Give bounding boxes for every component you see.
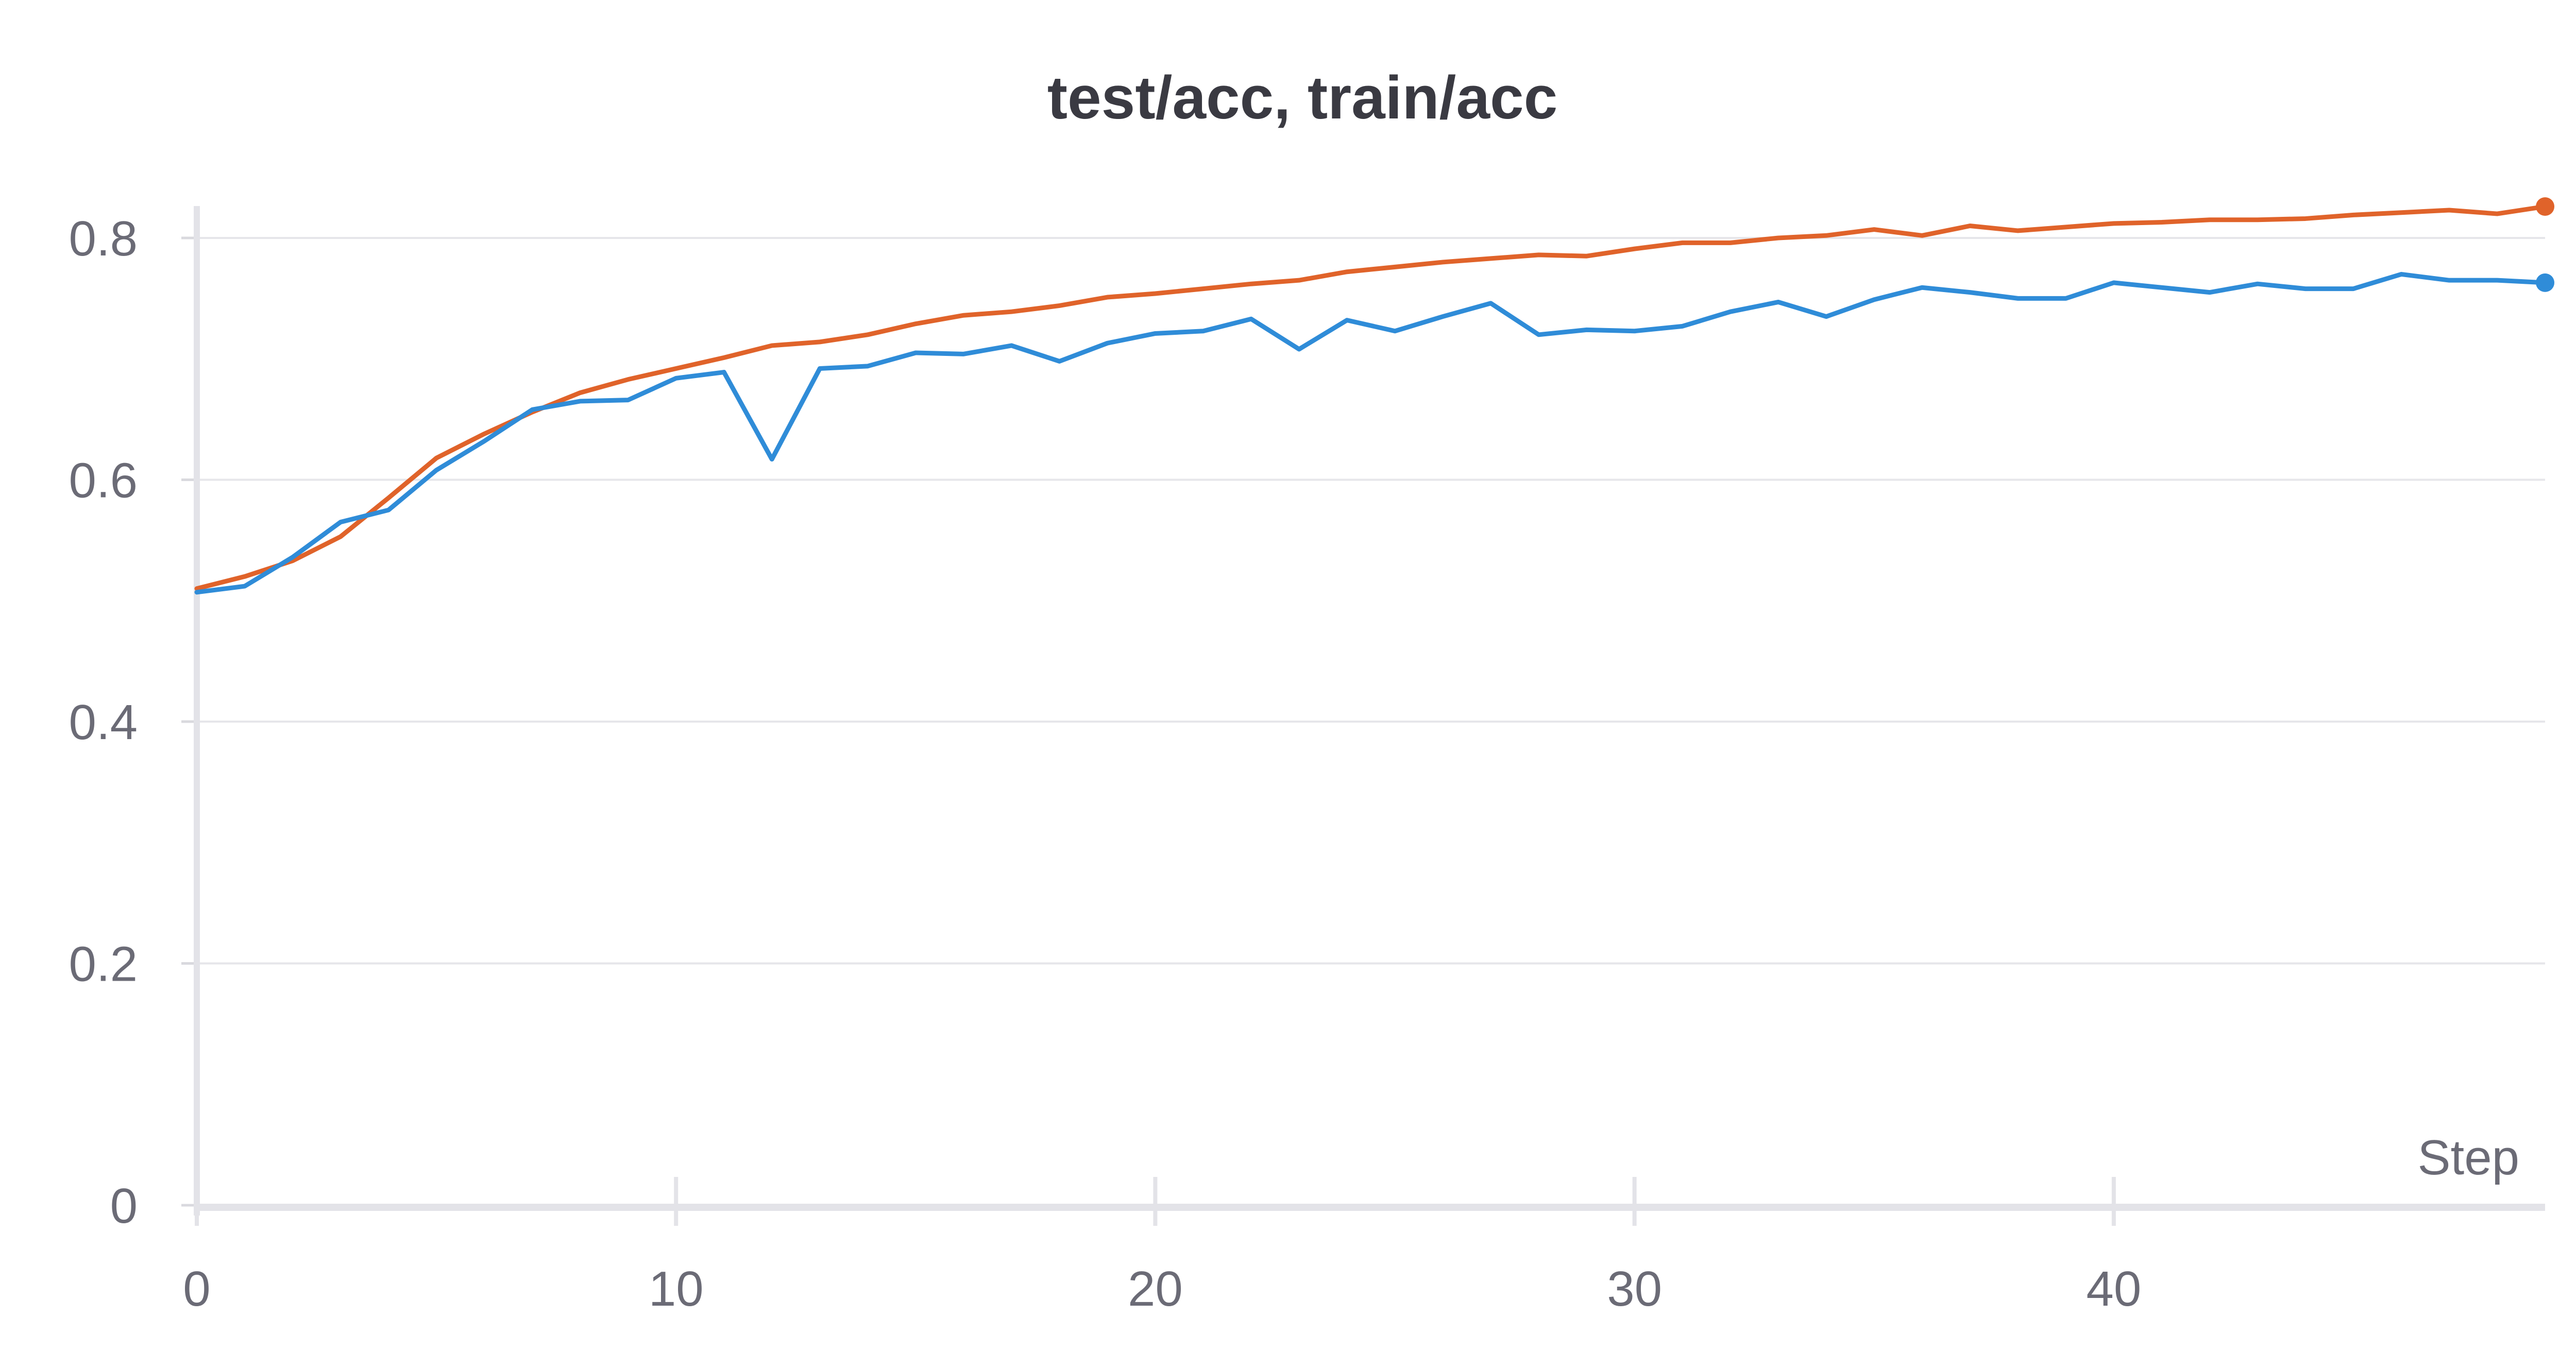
series-end-point-0 [2536, 197, 2554, 216]
axes: 0 0.2 0.4 0.6 0.8 0 10 20 30 40 [69, 206, 2545, 1316]
y-tick-label: 0.2 [69, 937, 138, 992]
x-tick-label: 10 [649, 1261, 704, 1316]
x-tick-label: 30 [1607, 1261, 1662, 1316]
y-tick-label: 0.6 [69, 453, 138, 508]
grid-lines [197, 237, 2545, 965]
y-tick-label: 0.4 [69, 695, 138, 750]
chart-title: test/acc, train/acc [1047, 64, 1557, 132]
series-line-1 [194, 271, 2548, 595]
x-axis-label: Step [2418, 1130, 2519, 1185]
y-tick-label: 0 [110, 1178, 138, 1234]
y-tick-label: 0.8 [69, 211, 138, 266]
x-tick-label: 40 [2086, 1261, 2141, 1316]
x-tick-label: 20 [1128, 1261, 1183, 1316]
series-lines [194, 204, 2548, 595]
series-end-point-1 [2536, 273, 2554, 292]
series-line-0 [194, 204, 2548, 591]
x-tick-label: 0 [183, 1261, 210, 1316]
series-endpoints [2536, 197, 2554, 292]
